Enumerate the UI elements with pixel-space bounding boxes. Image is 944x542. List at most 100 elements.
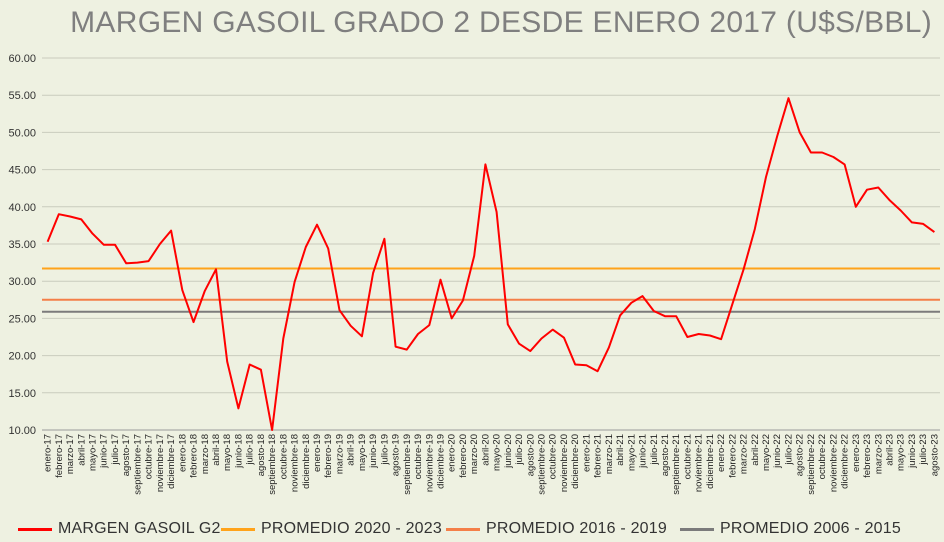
x-tick-label: junio-19 bbox=[368, 434, 379, 469]
x-tick-label: agosto-17 bbox=[121, 434, 132, 476]
data-point bbox=[361, 335, 363, 337]
x-tick-label: junio-22 bbox=[772, 434, 783, 469]
data-point bbox=[69, 215, 71, 217]
data-point bbox=[810, 151, 812, 153]
data-point bbox=[664, 315, 666, 317]
x-tick-label: julio-20 bbox=[514, 434, 525, 466]
data-point bbox=[462, 300, 464, 302]
x-tick-label: octubre-17 bbox=[144, 434, 155, 479]
x-tick-label: septiembre-21 bbox=[671, 434, 682, 495]
x-tick-label: mayo-17 bbox=[88, 434, 99, 471]
legend-item-prom-2020-2023: PROMEDIO 2020 - 2023 bbox=[221, 520, 442, 538]
data-point bbox=[170, 230, 172, 232]
data-point bbox=[439, 279, 441, 281]
data-point bbox=[844, 163, 846, 165]
data-point bbox=[698, 333, 700, 335]
data-point bbox=[574, 364, 576, 366]
y-tick-label: 60.00 bbox=[8, 53, 36, 65]
x-tick-label: enero-19 bbox=[312, 434, 323, 472]
x-tick-label: mayo-18 bbox=[222, 434, 233, 471]
data-point bbox=[731, 303, 733, 305]
x-tick-label: febrero-18 bbox=[189, 434, 200, 478]
chart-title: MARGEN GASOIL GRADO 2 DESDE ENERO 2017 (… bbox=[70, 6, 932, 39]
x-tick-label: diciembre-18 bbox=[301, 434, 312, 489]
data-point bbox=[821, 151, 823, 153]
x-tick-label: agosto-23 bbox=[929, 434, 940, 476]
x-tick-label: septiembre-17 bbox=[132, 434, 143, 495]
data-point bbox=[922, 223, 924, 225]
data-point bbox=[92, 233, 94, 235]
x-tick-label: febrero-17 bbox=[54, 434, 65, 478]
x-tick-labels: enero-17 febrero-17 marzo-17 abril-17 mayo-1… bbox=[43, 434, 941, 495]
y-tick-label: 15.00 bbox=[8, 388, 36, 400]
data-point bbox=[619, 314, 621, 316]
data-point bbox=[226, 361, 228, 363]
x-tick-label: julio-21 bbox=[649, 434, 660, 466]
x-tick-label: noviembre-22 bbox=[828, 434, 839, 492]
data-point bbox=[585, 364, 587, 366]
legend-swatch-prom-2020-2023 bbox=[221, 527, 255, 531]
data-point bbox=[900, 210, 902, 212]
data-point bbox=[496, 211, 498, 213]
x-tick-label: enero-23 bbox=[851, 434, 862, 472]
data-point bbox=[754, 228, 756, 230]
data-point bbox=[541, 337, 543, 339]
x-tick-label: abril-19 bbox=[346, 434, 357, 466]
y-tick-label: 50.00 bbox=[8, 127, 36, 139]
x-tick-label: julio-23 bbox=[918, 434, 929, 466]
legend-label-prom-2016-2019: PROMEDIO 2016 - 2019 bbox=[486, 520, 667, 537]
x-tick-label: febrero-22 bbox=[727, 434, 738, 478]
x-tick-label: enero-17 bbox=[43, 434, 54, 472]
series-line-margen bbox=[46, 97, 935, 431]
legend-item-prom-2006-2015: PROMEDIO 2006 - 2015 bbox=[680, 520, 901, 538]
x-tick-label: diciembre-19 bbox=[435, 434, 446, 489]
x-tick-label: diciembre-17 bbox=[166, 434, 177, 489]
x-tick-label: octubre-18 bbox=[278, 434, 289, 479]
x-tick-label: octubre-21 bbox=[682, 434, 693, 479]
x-tick-label: noviembre-18 bbox=[290, 434, 301, 492]
data-point bbox=[866, 189, 868, 191]
x-tick-label: septiembre-22 bbox=[806, 434, 817, 495]
data-point bbox=[765, 176, 767, 178]
x-tick-label: septiembre-18 bbox=[267, 434, 278, 495]
x-tick-label: junio-21 bbox=[638, 434, 649, 469]
data-point bbox=[58, 213, 60, 215]
data-point bbox=[350, 325, 352, 327]
data-point bbox=[720, 338, 722, 340]
data-point bbox=[114, 244, 116, 246]
x-tick-label: abril-20 bbox=[480, 434, 491, 466]
x-tick-label: agosto-21 bbox=[660, 434, 671, 476]
x-tick-label: septiembre-20 bbox=[537, 434, 548, 495]
data-point bbox=[552, 329, 554, 331]
data-point bbox=[877, 186, 879, 188]
x-tick-label: marzo-22 bbox=[739, 434, 750, 474]
x-tick-label: octubre-20 bbox=[548, 434, 559, 479]
data-point bbox=[675, 315, 677, 317]
data-point bbox=[776, 135, 778, 137]
data-point bbox=[372, 272, 374, 274]
x-tick-label: mayo-20 bbox=[492, 434, 503, 471]
data-point bbox=[787, 97, 789, 99]
x-tick-label: agosto-22 bbox=[795, 434, 806, 476]
legend-label-prom-2006-2015: PROMEDIO 2006 - 2015 bbox=[720, 520, 901, 537]
data-point bbox=[47, 241, 49, 243]
x-tick-label: junio-23 bbox=[907, 434, 918, 469]
x-tick-label: julio-17 bbox=[110, 434, 121, 466]
x-tick-label: mayo-22 bbox=[761, 434, 772, 471]
y-tick-label: 35.00 bbox=[8, 239, 36, 251]
x-tick-label: junio-20 bbox=[503, 434, 514, 469]
x-tick-label: abril-22 bbox=[750, 434, 761, 466]
y-tick-label: 25.00 bbox=[8, 313, 36, 325]
data-point bbox=[686, 336, 688, 338]
grid-lines bbox=[42, 57, 940, 431]
legend-swatch-prom-2006-2015 bbox=[680, 527, 714, 531]
x-tick-label: marzo-19 bbox=[334, 434, 345, 474]
x-tick-label: marzo-18 bbox=[200, 434, 211, 474]
data-point bbox=[855, 206, 857, 208]
data-point bbox=[911, 221, 913, 223]
x-tick-label: mayo-23 bbox=[896, 434, 907, 471]
x-tick-label: julio-18 bbox=[245, 434, 256, 466]
data-point bbox=[743, 268, 745, 270]
y-tick-label: 45.00 bbox=[8, 165, 36, 177]
